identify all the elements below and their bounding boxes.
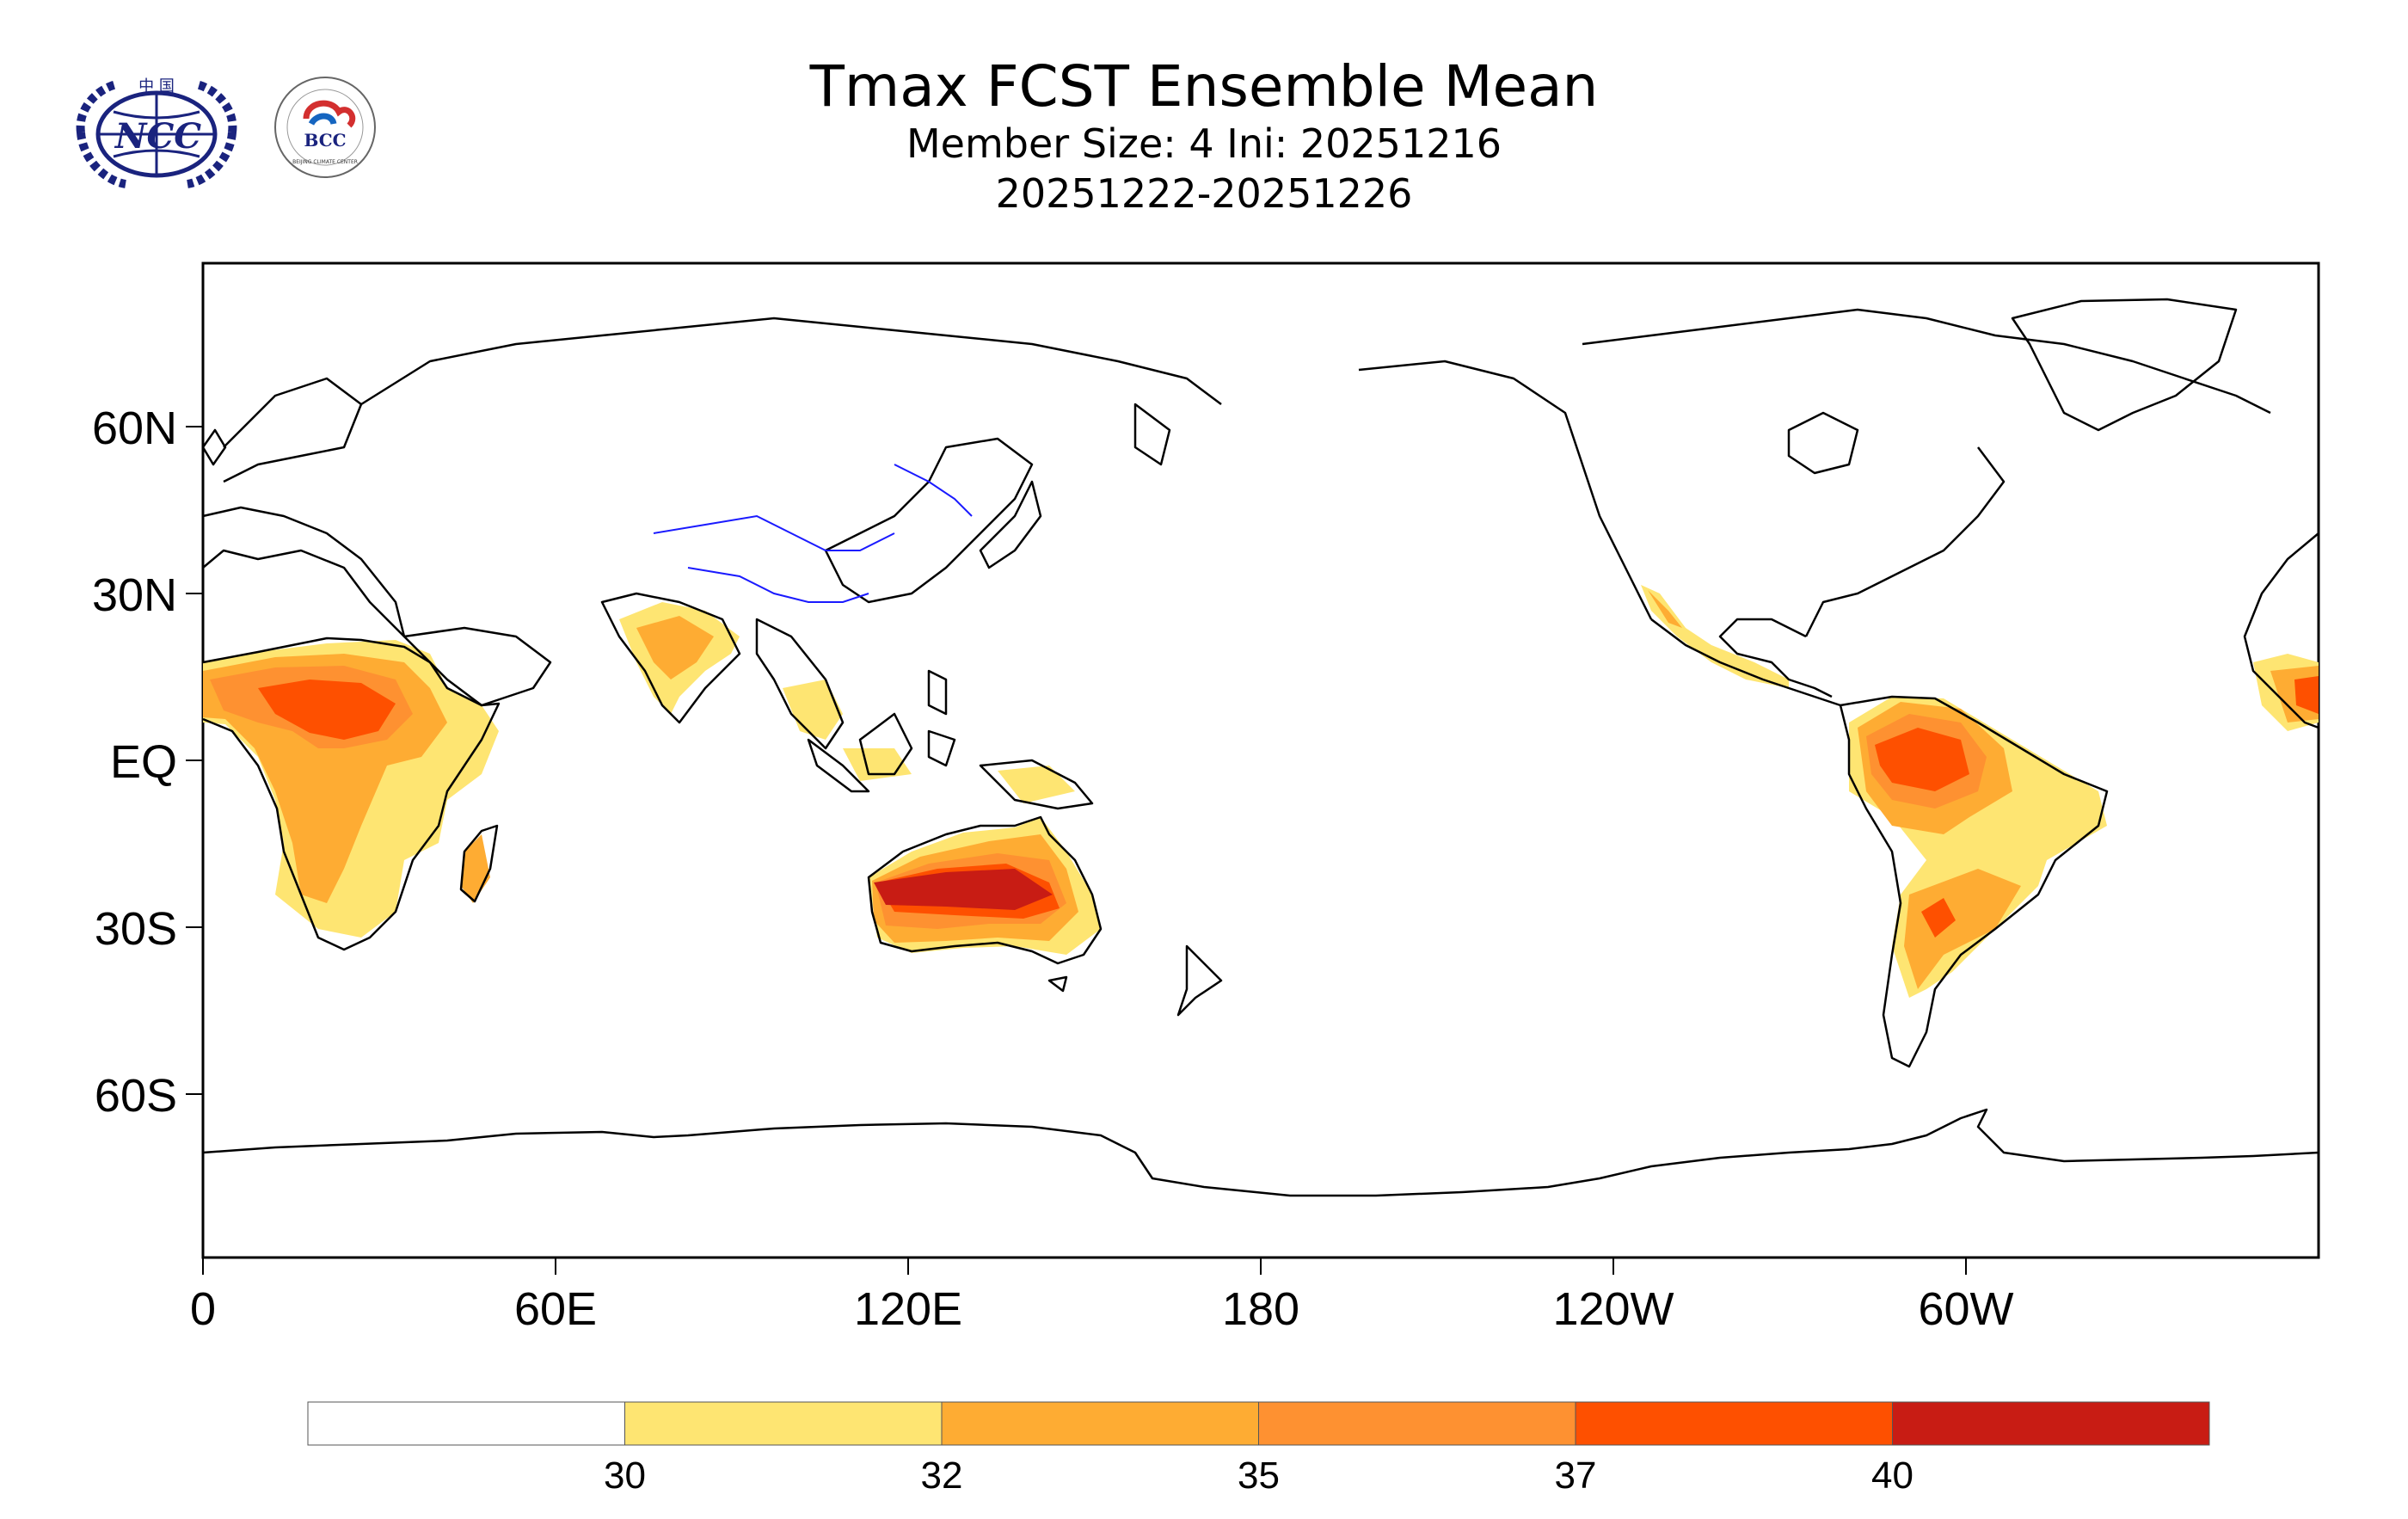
coast-png xyxy=(979,759,1094,810)
coast-madagascar xyxy=(459,824,499,903)
coast-alaska xyxy=(1358,360,1653,620)
china-rivers xyxy=(653,464,973,603)
samerica-shade-37 xyxy=(1875,728,1969,791)
map-period: 20251222-20251226 xyxy=(995,170,1413,217)
ncc-logo: 中 国 NCC xyxy=(76,77,237,188)
mexico-shade-30 xyxy=(1641,585,1789,688)
coast-us-east xyxy=(1804,446,2006,637)
bcc-logo-ring-text: BEIJING CLIMATE CENTER xyxy=(292,159,358,165)
colorbar-swatch xyxy=(1575,1401,1893,1446)
india-shade-32 xyxy=(636,616,714,680)
colorbar: 30 32 35 37 40 xyxy=(307,1401,2210,1497)
colorbar-label: 30 xyxy=(604,1454,646,1497)
colorbar-swatch xyxy=(307,1401,625,1446)
coast-sulawesi xyxy=(927,729,956,767)
coast-sumatra xyxy=(807,738,870,793)
coast-greenland xyxy=(2011,298,2238,432)
coast-arabia xyxy=(402,626,552,707)
coast-kamchatka xyxy=(1133,403,1171,466)
coast-africa-right xyxy=(2243,532,2319,729)
lon-label-60e: 60E xyxy=(514,1283,597,1335)
lat-label-30n: 30N xyxy=(92,569,177,621)
colorbar-label: 35 xyxy=(1238,1454,1280,1497)
colorbar-label: 40 xyxy=(1871,1454,1914,1497)
coast-india xyxy=(600,592,741,724)
lon-label-120w: 120W xyxy=(1552,1283,1674,1335)
coast-central-america xyxy=(1650,618,1841,707)
ncc-logo-text: NCC xyxy=(114,116,201,157)
bcc-logo-text: BCC xyxy=(304,130,346,151)
lat-label-eq: EQ xyxy=(110,736,177,788)
coast-antarctica xyxy=(202,1108,2319,1197)
colorbar-swatch xyxy=(1258,1401,1576,1446)
lat-label-30s: 30S xyxy=(95,903,177,955)
map-subtitle: Member Size: 4 Ini: 20251216 xyxy=(906,120,1502,167)
australia-shade-40 xyxy=(874,869,1053,910)
colorbar-swatch xyxy=(1892,1401,2210,1446)
coastlines xyxy=(201,298,2319,1197)
coast-tasmania xyxy=(1047,975,1068,993)
ncc-logo-top-text: 中 国 xyxy=(138,77,175,95)
mexico-shade-32 xyxy=(1648,590,1682,628)
png-shade-30 xyxy=(998,766,1075,803)
coast-japan xyxy=(979,480,1042,569)
coast-borneo xyxy=(858,712,913,776)
coast-africa xyxy=(202,637,501,951)
wafrica-right-shade-37 xyxy=(2294,676,2319,714)
coast-uk xyxy=(201,428,227,466)
lon-label-120e: 120E xyxy=(854,1283,962,1335)
lat-label-60s: 60S xyxy=(95,1070,177,1122)
coast-north-asia xyxy=(360,317,1222,406)
coast-east-asia xyxy=(824,437,1034,604)
lon-axis xyxy=(202,1258,1967,1275)
colorbar-label: 37 xyxy=(1555,1454,1597,1497)
map-title: Tmax FCST Ensemble Mean xyxy=(809,53,1599,120)
coast-philippines xyxy=(927,669,948,716)
colorbar-label: 32 xyxy=(921,1454,963,1497)
lon-label-180: 180 xyxy=(1222,1283,1299,1335)
coast-gulf xyxy=(1718,618,1833,698)
coast-hudson xyxy=(1787,411,1859,475)
samerica-shade-37b xyxy=(1921,898,1956,938)
lon-label-60w: 60W xyxy=(1918,1283,2013,1335)
samerica-shade-32b xyxy=(1904,869,2021,989)
temperature-shading xyxy=(203,585,2319,998)
colorbar-swatch xyxy=(941,1401,1259,1446)
lon-label-0: 0 xyxy=(190,1283,216,1335)
lat-axis xyxy=(186,426,203,1095)
coast-australia xyxy=(867,815,1103,965)
colorbar-swatch xyxy=(624,1401,943,1446)
bcc-logo: BCC BEIJING CLIMATE CENTER xyxy=(274,77,376,178)
seasia-shade-30 xyxy=(783,680,843,740)
coast-south-america xyxy=(1839,695,2109,1068)
coast-se-asia xyxy=(755,618,845,750)
africa-shade-37 xyxy=(258,680,396,740)
coast-nz xyxy=(1176,944,1223,1017)
coast-scandinavia xyxy=(223,377,363,483)
lat-label-60n: 60N xyxy=(92,403,177,454)
